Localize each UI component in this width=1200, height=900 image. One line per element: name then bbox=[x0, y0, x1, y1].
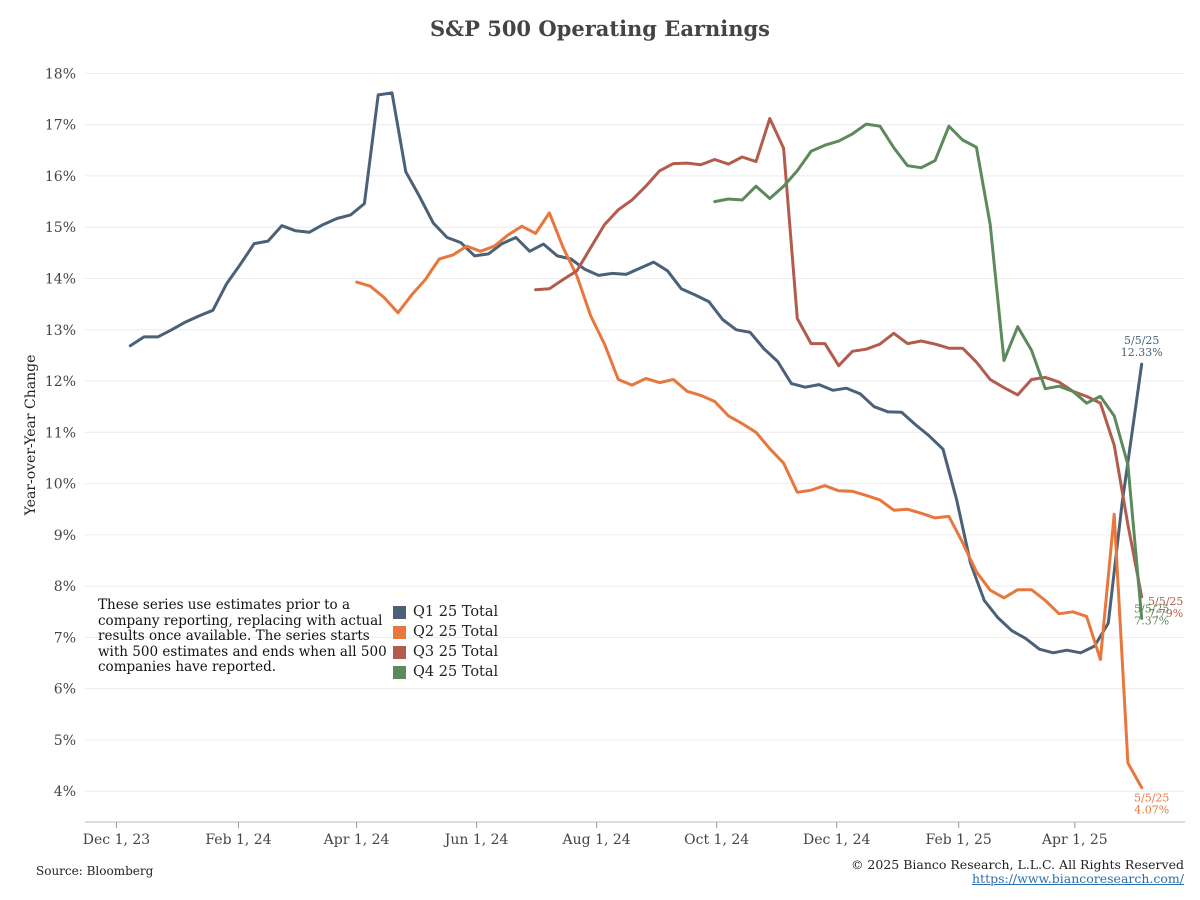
legend-swatch bbox=[393, 605, 406, 619]
x-tick-label: Oct 1, 24 bbox=[684, 832, 749, 848]
x-tick-label: Dec 1, 24 bbox=[803, 832, 871, 848]
end-label-date: 5/5/25 bbox=[1134, 792, 1169, 805]
end-label-date: 5/5/25 bbox=[1134, 602, 1169, 615]
legend-swatch bbox=[393, 625, 406, 639]
end-label-value: 12.33% bbox=[1121, 346, 1163, 359]
legend-swatch bbox=[393, 665, 406, 679]
y-tick-label: 7% bbox=[54, 630, 76, 646]
chart-title: S&P 500 Operating Earnings bbox=[429, 16, 771, 41]
x-tick-label: Jun 1, 24 bbox=[443, 832, 509, 848]
legend-item-2: Q2 25 Total bbox=[393, 622, 498, 642]
y-tick-label: 13% bbox=[45, 323, 76, 339]
y-tick-label: 14% bbox=[45, 271, 76, 287]
y-tick-label: 15% bbox=[45, 220, 76, 236]
y-tick-label: 9% bbox=[54, 528, 76, 544]
end-label-2: 5/5/254.07% bbox=[1134, 792, 1169, 817]
end-label-date: 5/5/25 bbox=[1148, 595, 1183, 608]
series-line-1 bbox=[128, 91, 1144, 655]
series-layer bbox=[128, 91, 1144, 790]
x-axis: Dec 1, 23 Feb 1, 24 Apr 1, 24 Jun 1, 24 Aug … bbox=[83, 821, 1185, 848]
y-tick-label: 18% bbox=[45, 66, 76, 82]
x-tick-label: Apr 1, 25 bbox=[1041, 832, 1108, 848]
y-tick-label: 6% bbox=[54, 682, 76, 698]
legend-label: Q3 25 Total bbox=[413, 644, 499, 660]
y-tick-label: 16% bbox=[45, 169, 76, 185]
legend-swatch bbox=[393, 645, 406, 659]
y-tick-label: 5% bbox=[54, 733, 76, 749]
x-tick-label: Feb 1, 25 bbox=[926, 832, 992, 848]
legend-label: Q2 25 Total bbox=[413, 624, 499, 640]
y-tick-label: 8% bbox=[54, 579, 76, 595]
grid bbox=[85, 72, 1185, 792]
y-axis-title: Year-over-Year Change bbox=[23, 355, 39, 517]
y-tick-label: 12% bbox=[45, 374, 76, 390]
footer-right: © 2025 Bianco Research, L.L.C. All Right… bbox=[851, 858, 1184, 886]
source-note: Source: Bloomberg bbox=[36, 864, 154, 878]
end-label-value: 4.07% bbox=[1134, 804, 1169, 817]
website-link[interactable]: https://www.biancoresearch.com/ bbox=[972, 871, 1184, 886]
y-tick-label: 4% bbox=[54, 784, 76, 800]
end-label-date: 5/5/25 bbox=[1124, 334, 1159, 347]
y-tick-label: 17% bbox=[45, 118, 76, 134]
copyright-text: © 2025 Bianco Research, L.L.C. All Right… bbox=[850, 857, 1184, 872]
legend-item-4: Q4 25 Total bbox=[393, 662, 498, 682]
x-tick-label: Feb 1, 24 bbox=[205, 832, 271, 848]
legend-label: Q1 25 Total bbox=[413, 604, 499, 620]
end-label-3: 5/5/257.79% bbox=[1148, 595, 1183, 620]
legend-item-1: Q1 25 Total bbox=[393, 602, 498, 622]
y-axis: 4% 5% 6% 7% 8% 9% 10% 11% 12% 13% 14% 15% 16% 17% 18% bbox=[45, 66, 76, 800]
legend: Q1 25 Total Q2 25 Total Q3 25 Total Q4 25 T… bbox=[393, 602, 498, 682]
end-label-value: 7.37% bbox=[1134, 614, 1169, 627]
legend-item-3: Q3 25 Total bbox=[393, 642, 498, 662]
end-label-4: 5/5/257.37% bbox=[1134, 602, 1169, 627]
x-tick-label: Apr 1, 24 bbox=[323, 832, 390, 848]
legend-label: Q4 25 Total bbox=[413, 664, 499, 680]
y-tick-label: 10% bbox=[45, 477, 76, 493]
x-tick-label: Aug 1, 24 bbox=[562, 832, 631, 848]
y-tick-label: 11% bbox=[45, 425, 76, 441]
series-line-4 bbox=[713, 122, 1144, 620]
series-line-2 bbox=[355, 211, 1144, 790]
series-line-3 bbox=[534, 117, 1144, 599]
chart-note: These series use estimates prior to a co… bbox=[98, 597, 387, 675]
end-label-value: 7.79% bbox=[1148, 607, 1183, 620]
x-tick-label: Dec 1, 23 bbox=[83, 832, 150, 848]
end-labels: 5/5/2512.33%5/5/254.07%5/5/257.79%5/5/25… bbox=[1121, 334, 1184, 817]
